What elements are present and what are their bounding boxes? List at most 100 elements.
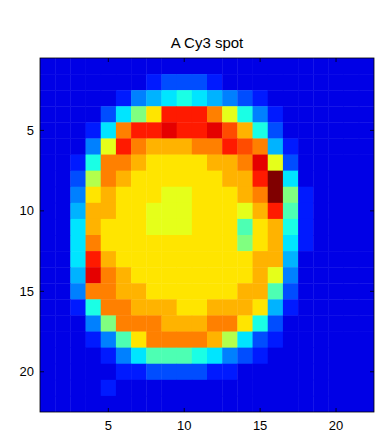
cell (70, 251, 86, 267)
cell (298, 187, 314, 203)
cell (177, 348, 193, 364)
cell (101, 219, 117, 235)
cell (177, 283, 193, 299)
cell (237, 187, 253, 203)
cell (359, 155, 374, 171)
cell (192, 171, 208, 187)
y-tick (370, 210, 374, 211)
cell (116, 155, 132, 171)
cell (131, 267, 147, 283)
cell (344, 187, 360, 203)
cell (207, 106, 223, 122)
cell (313, 299, 329, 315)
cell (359, 283, 374, 299)
cell (177, 58, 193, 74)
cell (101, 364, 117, 380)
cell (283, 122, 299, 138)
y-tick-label: 10 (20, 203, 34, 218)
cell (328, 187, 344, 203)
cell (268, 396, 284, 412)
cell (40, 138, 56, 154)
cell (161, 203, 177, 219)
cell (253, 122, 269, 138)
cell (70, 364, 86, 380)
cell (283, 90, 299, 106)
cell (86, 235, 102, 251)
cell (40, 90, 56, 106)
cell (328, 348, 344, 364)
cell (192, 74, 208, 90)
cell (86, 138, 102, 154)
cell (268, 332, 284, 348)
cell (222, 171, 238, 187)
cell (55, 251, 71, 267)
cell (86, 106, 102, 122)
cell (344, 74, 360, 90)
cell (161, 235, 177, 251)
cell (192, 299, 208, 315)
cell (86, 364, 102, 380)
cell (86, 187, 102, 203)
cell (161, 90, 177, 106)
y-tick-label: 20 (20, 364, 34, 379)
cell (192, 267, 208, 283)
cell (283, 364, 299, 380)
cell (86, 348, 102, 364)
cell (55, 58, 71, 74)
cell (116, 283, 132, 299)
cell (86, 203, 102, 219)
cell (222, 251, 238, 267)
cell (101, 267, 117, 283)
cell (40, 219, 56, 235)
cell (313, 122, 329, 138)
cell (344, 203, 360, 219)
cell (146, 364, 162, 380)
cell (101, 315, 117, 331)
cell (253, 380, 269, 396)
cell (55, 106, 71, 122)
cell (283, 315, 299, 331)
cell (161, 106, 177, 122)
cell (146, 380, 162, 396)
cell (40, 315, 56, 331)
cell (146, 235, 162, 251)
cell (40, 283, 56, 299)
cell (268, 267, 284, 283)
cell (55, 315, 71, 331)
cell (207, 203, 223, 219)
cell (313, 74, 329, 90)
cell (177, 171, 193, 187)
cell (253, 283, 269, 299)
cell (70, 348, 86, 364)
cell (86, 380, 102, 396)
cell (283, 187, 299, 203)
cell (253, 106, 269, 122)
cell (344, 315, 360, 331)
cell (70, 396, 86, 412)
cell (328, 283, 344, 299)
cell (344, 251, 360, 267)
cell (86, 396, 102, 412)
cell (268, 315, 284, 331)
cell (328, 315, 344, 331)
cell (313, 106, 329, 122)
cell (116, 203, 132, 219)
cell (207, 155, 223, 171)
title: A Cy3 spot (171, 34, 244, 51)
cell (283, 106, 299, 122)
cell (161, 380, 177, 396)
cell (328, 203, 344, 219)
cell (146, 332, 162, 348)
cell (222, 348, 238, 364)
cell (116, 74, 132, 90)
cell (253, 138, 269, 154)
cell (192, 332, 208, 348)
cell (283, 348, 299, 364)
cell (237, 74, 253, 90)
cell (161, 74, 177, 90)
cell (192, 122, 208, 138)
cell (237, 267, 253, 283)
cell (359, 74, 374, 90)
cell (344, 235, 360, 251)
cell (131, 106, 147, 122)
